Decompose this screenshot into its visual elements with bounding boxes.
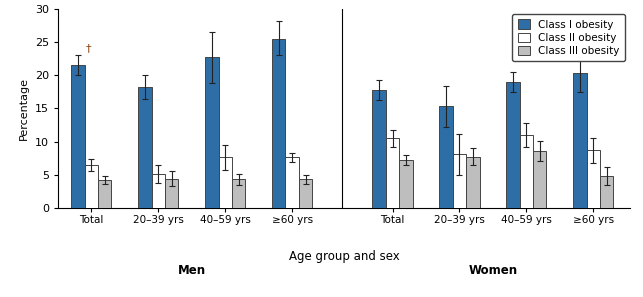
Bar [386, 138, 399, 208]
Bar [152, 174, 165, 208]
Bar [439, 106, 453, 208]
Bar [272, 40, 285, 208]
Y-axis label: Percentage: Percentage [19, 77, 29, 140]
Bar [399, 160, 413, 208]
Bar [285, 157, 299, 208]
Text: Women: Women [468, 264, 518, 277]
Bar [299, 179, 312, 208]
Text: †: † [86, 43, 91, 53]
Legend: Class I obesity, Class II obesity, Class III obesity: Class I obesity, Class II obesity, Class… [512, 14, 625, 61]
Bar [466, 157, 480, 208]
Bar [372, 90, 386, 208]
Bar [138, 87, 152, 208]
Text: Men: Men [177, 264, 206, 277]
Bar [453, 154, 466, 208]
Bar [520, 135, 533, 208]
Bar [165, 179, 178, 208]
Bar [71, 65, 85, 208]
Bar [85, 165, 98, 208]
Bar [574, 73, 586, 208]
Bar [98, 180, 111, 208]
Bar [506, 82, 520, 208]
Bar [205, 57, 219, 208]
Bar [533, 151, 547, 208]
X-axis label: Age group and sex: Age group and sex [289, 250, 399, 263]
Bar [586, 150, 600, 208]
Bar [219, 157, 232, 208]
Bar [600, 176, 613, 208]
Bar [232, 179, 245, 208]
